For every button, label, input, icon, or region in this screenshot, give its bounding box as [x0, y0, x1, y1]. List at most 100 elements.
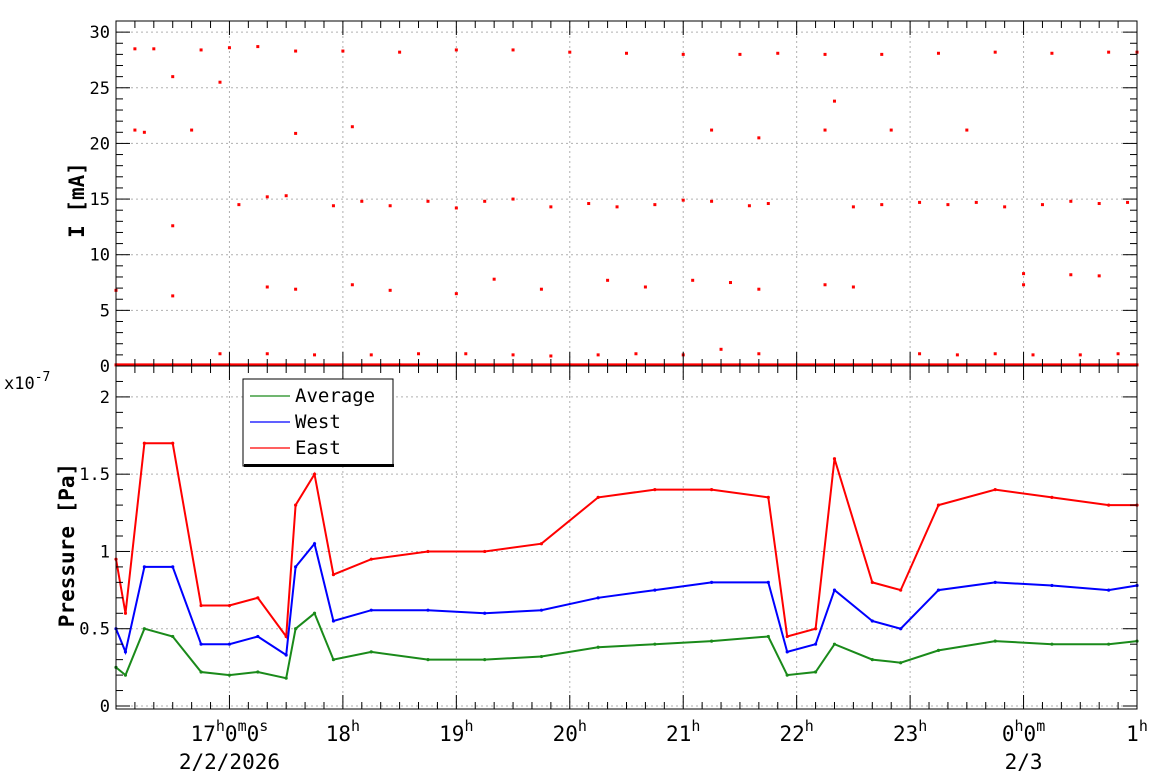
pressure-point — [142, 565, 146, 569]
pressure-point — [870, 580, 874, 584]
pressure-point — [832, 642, 837, 646]
current-tick-label: 0 — [100, 357, 110, 377]
current-point — [511, 353, 515, 357]
pressure-point — [369, 650, 373, 654]
current-point — [549, 354, 553, 358]
pressure-point — [312, 472, 317, 476]
current-point — [710, 128, 714, 132]
current-point — [823, 283, 827, 287]
current-point — [171, 75, 175, 79]
pressure-point — [312, 542, 317, 546]
multiplier-exponent: -7 — [35, 370, 51, 385]
pressure-point — [256, 634, 260, 639]
pressure-point — [227, 642, 232, 646]
current-point — [294, 131, 298, 135]
pressure-point — [539, 608, 544, 612]
current-point — [625, 51, 628, 55]
pressure-point — [766, 634, 770, 639]
pressure-point — [539, 654, 544, 659]
time-tick-part: h — [1139, 717, 1148, 735]
current-point — [284, 194, 288, 198]
pressure-point — [256, 596, 260, 600]
pressure-point — [294, 565, 298, 569]
current-tick-label: 5 — [100, 301, 110, 321]
pressure-point — [1050, 642, 1054, 646]
current-point — [993, 50, 997, 54]
current-point — [133, 128, 137, 132]
pressure-point — [1050, 495, 1054, 499]
current-point — [350, 283, 354, 287]
current-point — [265, 285, 269, 289]
pressure-point — [199, 603, 203, 608]
pressure-axis-title: Pressure [Pa] — [55, 463, 79, 627]
pressure-point — [709, 488, 714, 492]
current-tick-label: 25 — [90, 79, 110, 99]
current-point — [1116, 352, 1120, 356]
time-tick-part: m — [1036, 717, 1045, 735]
current-point — [757, 352, 761, 356]
current-point — [1078, 353, 1082, 357]
current-point — [199, 48, 203, 52]
current-point — [341, 49, 345, 53]
pressure-point — [766, 580, 770, 584]
time-tick-part: h — [216, 717, 225, 735]
time-tick-part: 1 — [1126, 722, 1139, 746]
pressure-point — [766, 495, 770, 499]
current-tick-label: 15 — [90, 190, 110, 210]
pressure-point — [331, 619, 336, 623]
current-point — [766, 202, 770, 206]
pressure-point — [1050, 583, 1054, 588]
time-tick-label: 22h — [780, 717, 814, 746]
time-tick-part: h — [464, 717, 473, 735]
current-point — [539, 287, 543, 291]
current-axis-title: I [mA] — [65, 162, 89, 238]
pressure-point — [993, 580, 997, 584]
current-point — [1126, 200, 1130, 204]
current-point — [1069, 199, 1073, 203]
pressure-point — [785, 650, 789, 654]
current-point — [681, 198, 685, 202]
current-point — [832, 99, 836, 103]
current-point — [880, 52, 884, 56]
time-tick-part: 22 — [780, 722, 805, 746]
current-tick-label: 30 — [90, 23, 110, 43]
current-point — [350, 125, 354, 129]
pressure-point — [709, 639, 714, 643]
pressure-point — [294, 503, 298, 507]
time-tick-part: 0 — [225, 722, 238, 746]
current-point — [823, 128, 827, 132]
pressure-point — [653, 488, 657, 492]
time-tick-part: 0 — [1002, 722, 1015, 746]
current-point — [681, 52, 685, 56]
current-point — [1031, 353, 1035, 357]
time-tick-part: s — [259, 717, 268, 735]
current-point — [369, 353, 373, 357]
pressure-point — [426, 608, 430, 612]
current-point — [851, 285, 855, 289]
current-point — [417, 352, 421, 356]
time-tick-part: 0 — [247, 722, 260, 746]
current-point — [1050, 51, 1054, 55]
current-point — [294, 287, 298, 291]
pressure-tick-label: 2 — [100, 388, 110, 408]
current-point — [256, 45, 260, 49]
pressure-point — [539, 542, 544, 546]
time-tick-part: 21 — [666, 722, 691, 746]
time-tick-part: h — [805, 717, 814, 735]
pressure-tick-label: 0 — [100, 697, 110, 717]
current-point — [738, 52, 742, 56]
time-tick-label: 21h — [666, 717, 700, 746]
time-tick-part: h — [1015, 717, 1024, 735]
pressure-point — [284, 653, 288, 657]
time-tick-label: 23h — [893, 717, 927, 746]
current-point — [237, 203, 241, 207]
current-point — [889, 128, 893, 132]
current-point — [634, 352, 638, 356]
pressure-point — [936, 648, 941, 652]
current-point — [171, 294, 175, 298]
pressure-point — [483, 658, 487, 662]
svg-text:x10-7: x10-7 — [4, 370, 50, 394]
pressure-point — [993, 488, 997, 492]
